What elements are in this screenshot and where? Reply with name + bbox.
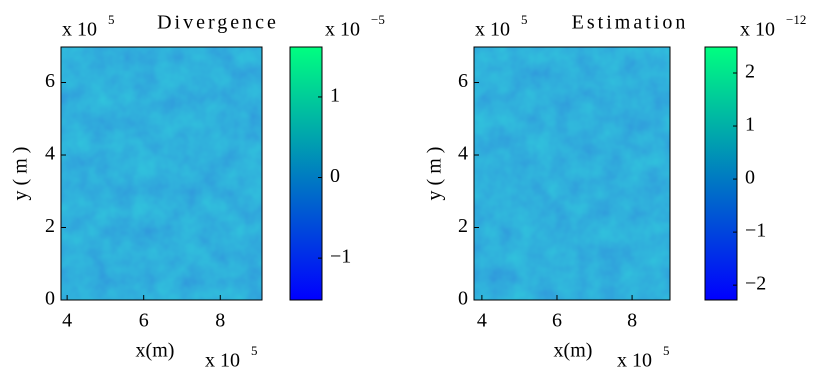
x-scale-label: x 10 [205, 350, 240, 372]
y-tick-label: 2 [458, 215, 468, 237]
heatmap-texture [61, 47, 262, 300]
x-tick-label: 6 [552, 310, 562, 332]
y-tick-label: 2 [45, 215, 55, 237]
x-tick-label: 8 [627, 310, 637, 332]
x-tick-label: 6 [139, 310, 149, 332]
colorbar-tick-label: −1 [745, 220, 766, 242]
x-tick-label: 8 [215, 310, 225, 332]
y-scale-label-exponent: 5 [521, 12, 528, 27]
plot-frame [473, 46, 671, 301]
colorbar-scale-label: x 10 [740, 19, 775, 41]
y-scale-label: x 10 [62, 19, 97, 41]
x-tick-label: 4 [477, 310, 487, 332]
colorbar [704, 46, 738, 301]
chart-title: Estimation [572, 12, 689, 34]
x-axis-label: x(m) [554, 340, 593, 362]
y-scale-label: x 10 [475, 19, 510, 41]
x-scale-label: x 10 [617, 350, 652, 372]
y-tick-label: 4 [45, 143, 55, 165]
colorbar-tick-label: 0 [330, 165, 340, 187]
colorbar-tick-label: 2 [745, 61, 755, 83]
y-tick-label: 6 [458, 70, 468, 92]
colorbar-scale-label-exponent: −12 [786, 12, 806, 27]
y-tick-label: 6 [45, 70, 55, 92]
y-axis-label: y ( m ) [10, 147, 32, 201]
colorbar-scale-label-exponent: −5 [371, 12, 385, 27]
heatmap-texture [474, 47, 670, 300]
y-tick-label: 0 [458, 288, 468, 310]
colorbar-tick-label: 0 [745, 167, 755, 189]
colorbar-tick-label: 1 [745, 114, 755, 136]
x-scale-label-exponent: 5 [251, 343, 258, 358]
x-scale-label-exponent: 5 [663, 343, 670, 358]
y-axis-label: y ( m ) [424, 147, 446, 201]
y-tick-label: 0 [45, 288, 55, 310]
colorbar-tick-label: −1 [330, 246, 351, 268]
colorbar-tick-label: 1 [330, 85, 340, 107]
colorbar-scale-label: x 10 [325, 19, 360, 41]
y-scale-label-exponent: 5 [108, 12, 115, 27]
plot-frame [60, 46, 263, 301]
colorbar-tick-label: −2 [745, 273, 766, 295]
chart-title: Divergence [157, 12, 279, 34]
colorbar [289, 46, 323, 301]
x-tick-label: 4 [62, 310, 72, 332]
y-tick-label: 4 [458, 143, 468, 165]
x-axis-label: x(m) [136, 340, 175, 362]
